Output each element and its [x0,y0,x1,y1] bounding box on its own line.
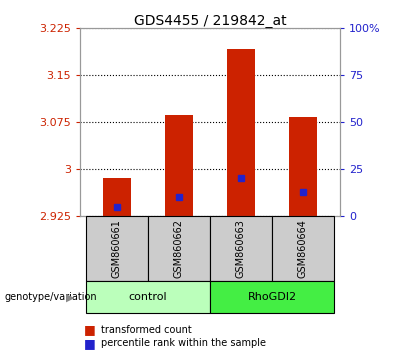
Text: ■: ■ [84,324,96,336]
Text: ▶: ▶ [66,292,75,302]
Text: GSM860664: GSM860664 [298,219,308,278]
Bar [148,216,210,281]
Bar [210,281,334,313]
Text: GDS4455 / 219842_at: GDS4455 / 219842_at [134,14,286,28]
Text: transformed count: transformed count [101,325,192,335]
Text: GSM860661: GSM860661 [112,219,122,278]
Bar [289,117,317,216]
Bar [165,115,193,216]
Bar [86,216,148,281]
Text: ■: ■ [84,337,96,350]
Text: percentile rank within the sample: percentile rank within the sample [101,338,266,348]
Bar [272,216,334,281]
Bar [86,281,210,313]
Text: RhoGDI2: RhoGDI2 [247,292,297,302]
Bar [227,49,255,216]
Text: genotype/variation: genotype/variation [4,292,97,302]
Text: GSM860662: GSM860662 [174,219,184,278]
Text: control: control [129,292,167,302]
Text: GSM860663: GSM860663 [236,219,246,278]
Bar [103,178,131,216]
Bar [210,216,272,281]
